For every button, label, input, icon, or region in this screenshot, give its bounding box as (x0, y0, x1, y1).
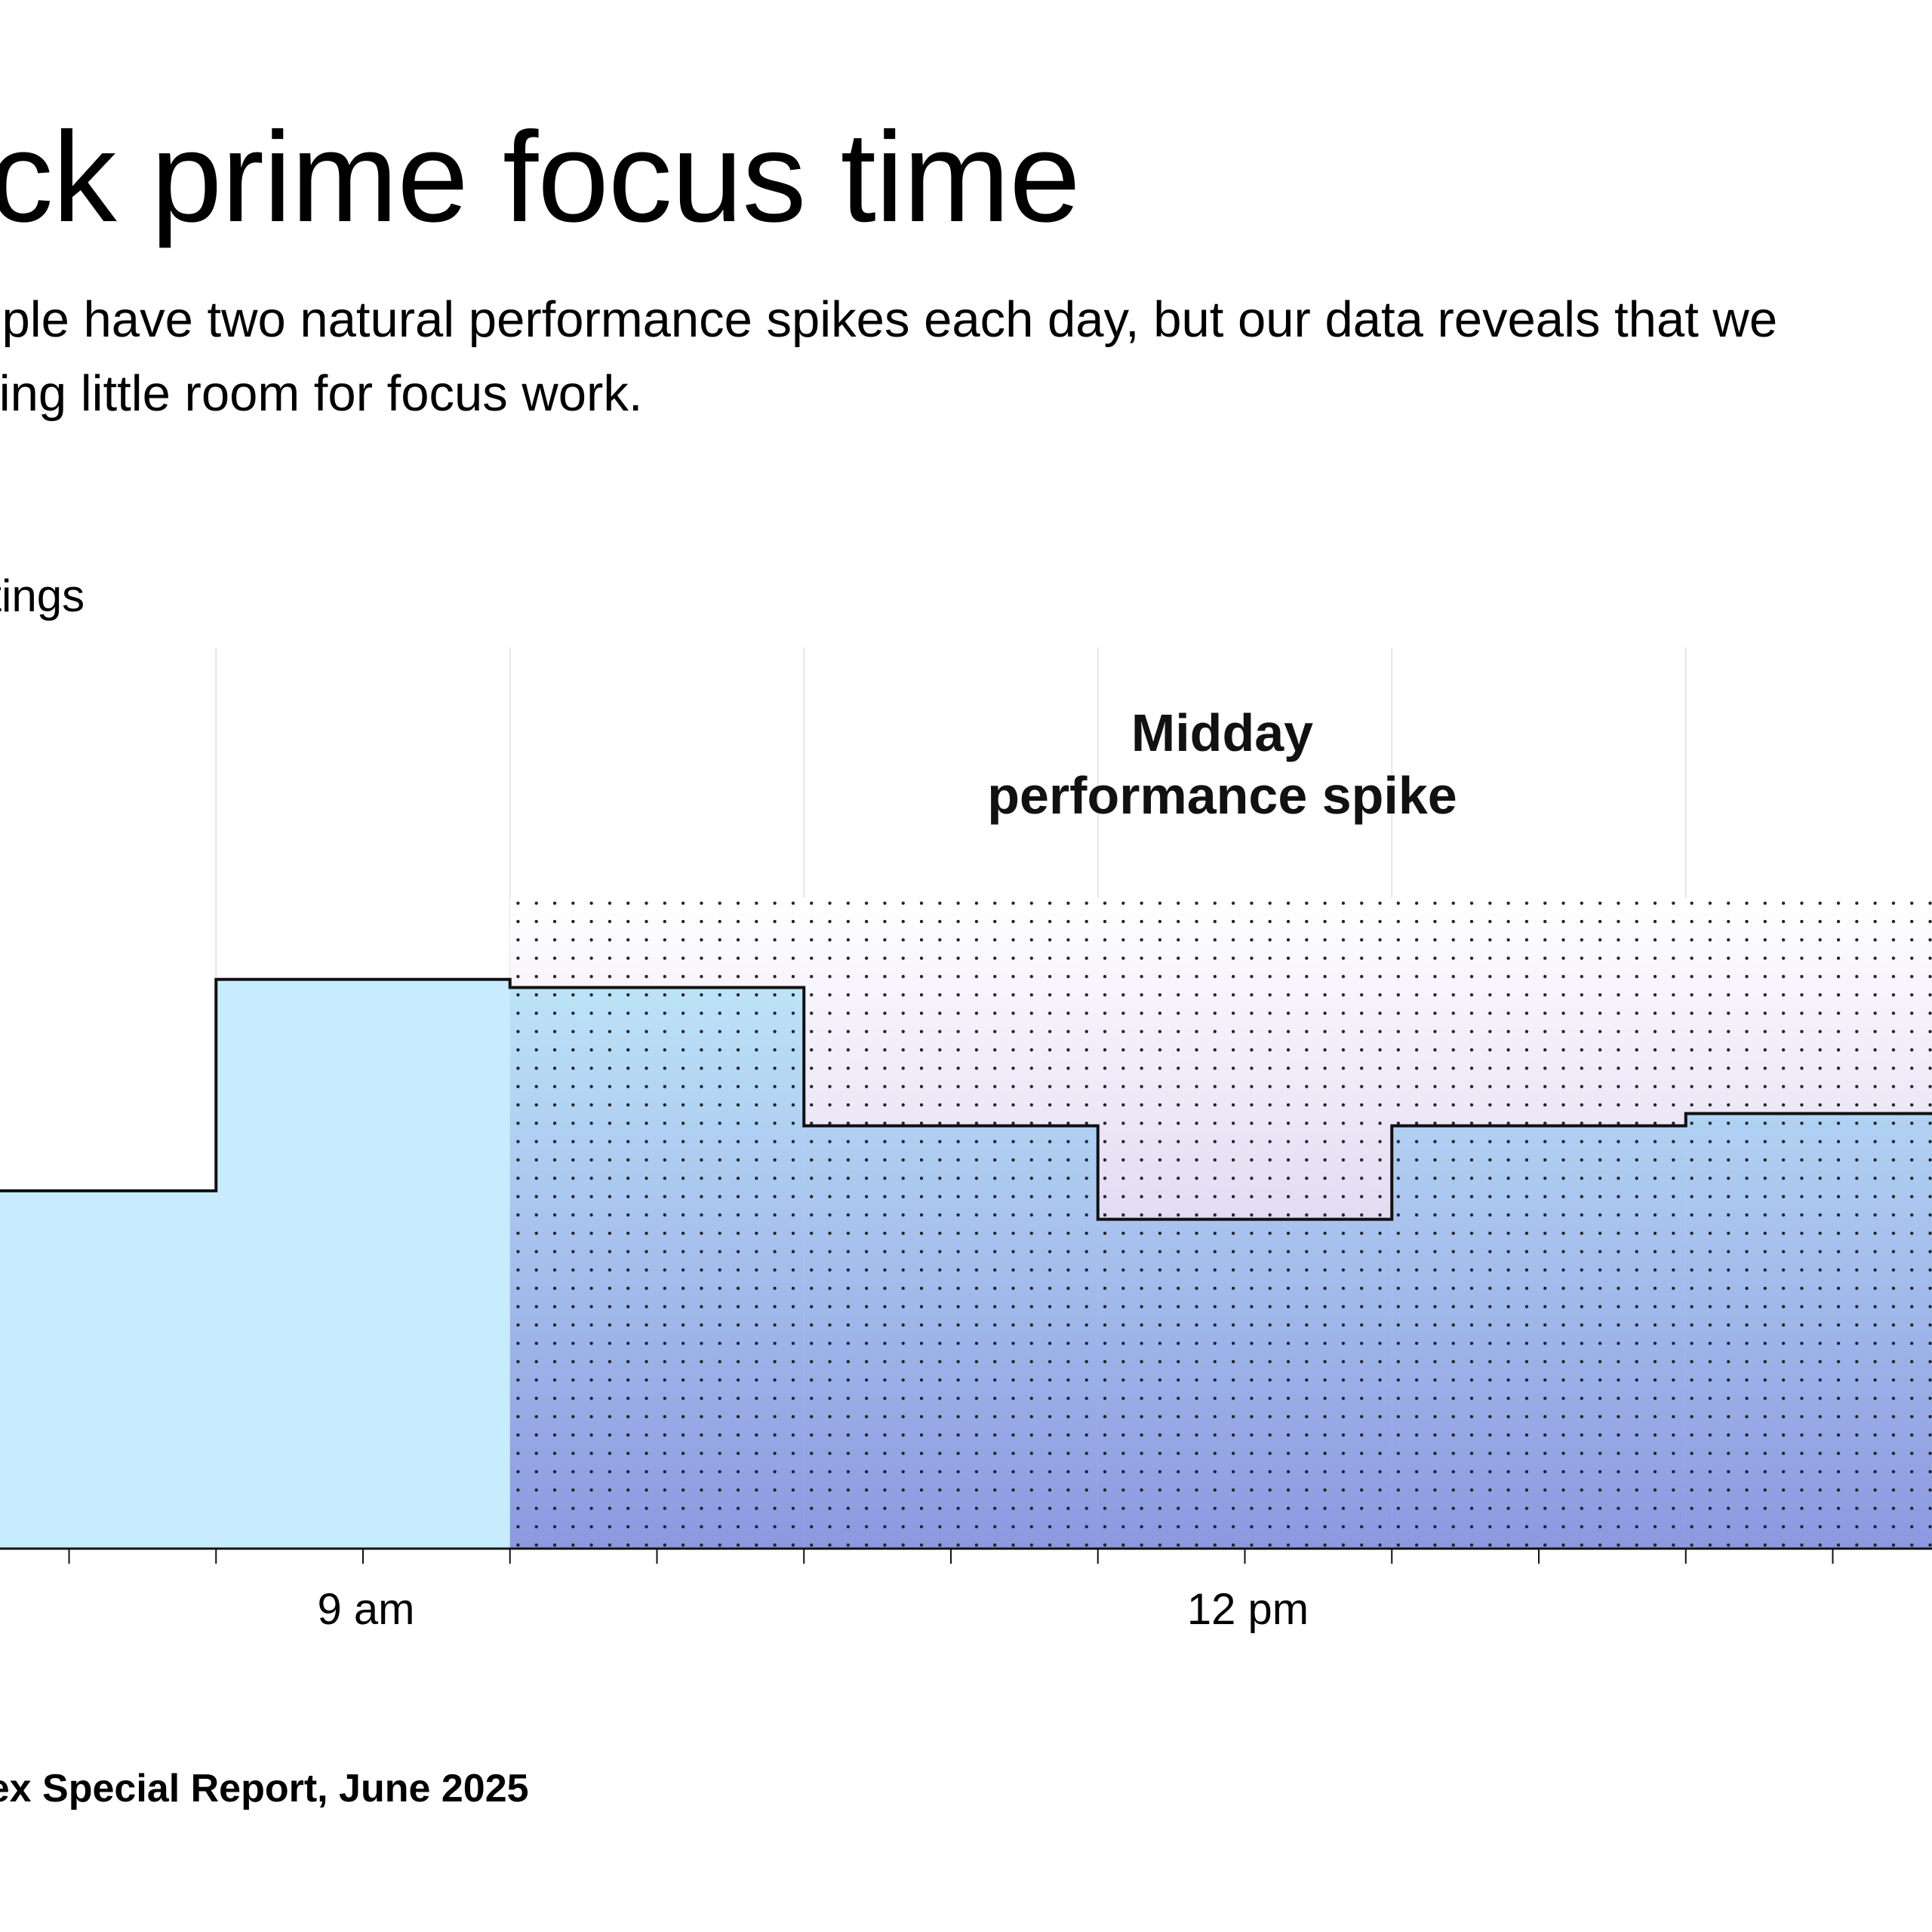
subtitle-line-1: eople have two natural performance spike… (0, 291, 1778, 348)
dot-overlays (509, 897, 1932, 1547)
annotation-line2: performance spike (987, 766, 1457, 825)
dot-overlay-midday (509, 897, 1932, 1547)
chart-title: ack prime focus time (0, 106, 1081, 249)
x-tick-label: 12 pm (1187, 1585, 1309, 1634)
bar-8 (0, 1190, 217, 1549)
chart-subtitle: eople have two natural performance spike… (0, 283, 1777, 431)
x-axis-ticks (68, 1549, 1834, 1564)
bar-9 (216, 979, 510, 1549)
step-outline (0, 977, 1932, 1221)
y-axis-label: etings (0, 571, 85, 621)
subtitle-line-2: aving little room for focus work. (0, 365, 643, 422)
x-tick-label: 9 am (318, 1585, 415, 1634)
annotation-line1: Midday (1131, 703, 1313, 762)
source-note: dex Special Report, June 2025 (0, 1767, 529, 1810)
